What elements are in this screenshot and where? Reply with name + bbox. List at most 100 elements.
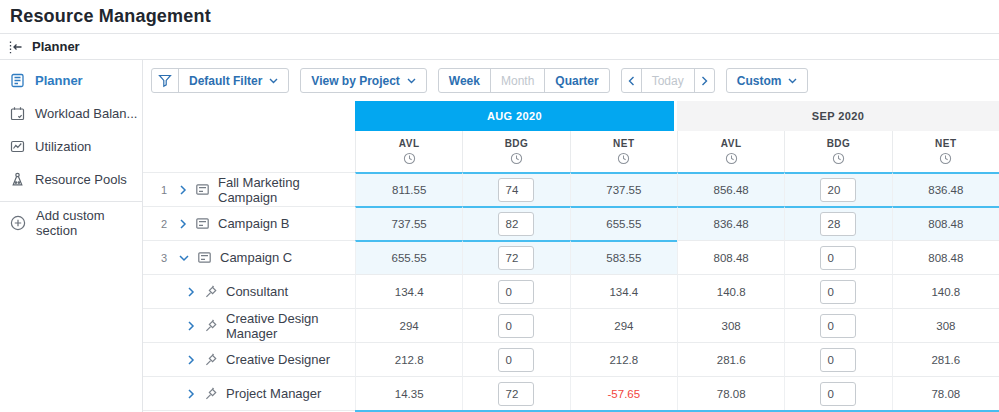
view-by-project-dropdown[interactable]: View by Project: [301, 69, 425, 92]
sidebar-item-planner[interactable]: Planner: [0, 64, 142, 97]
today-button[interactable]: Today: [641, 69, 694, 92]
avl-cell: 78.08: [677, 376, 784, 410]
row-label: Creative Design Manager: [226, 311, 355, 341]
grid-corner-spacer: [143, 101, 355, 131]
bdg-cell: [784, 240, 891, 274]
filter-button[interactable]: [152, 69, 178, 92]
sidebar-item-resource-pools[interactable]: Resource Pools: [0, 163, 142, 196]
bdg-input[interactable]: [820, 280, 856, 304]
bdg-cell: [462, 240, 569, 274]
week-button[interactable]: Week: [439, 69, 490, 92]
bdg-cell: [462, 308, 569, 342]
bdg-input[interactable]: [498, 382, 534, 406]
custom-dropdown[interactable]: Custom: [727, 69, 808, 92]
bdg-cell: [784, 308, 891, 342]
avl-cell: 140.8: [677, 274, 784, 308]
row-label: Consultant: [226, 284, 288, 299]
default-filter-label: Default Filter: [189, 74, 262, 88]
subcolumn-header-net: NET: [892, 131, 999, 172]
subcolumn-header-bdg: BDG: [784, 131, 891, 172]
prev-period-button[interactable]: [622, 69, 641, 92]
clock-icon: [510, 152, 523, 165]
clock-icon: [725, 152, 738, 165]
net-cell: 808.48: [892, 206, 999, 240]
project-icon: [197, 250, 212, 265]
sidebar-item-utilization[interactable]: Utilization: [0, 130, 142, 163]
sidebar: Planner Workload Balan... Utilization: [0, 60, 143, 412]
collapse-panel-icon[interactable]: [9, 40, 24, 54]
bdg-input[interactable]: [498, 280, 534, 304]
chevron-right-icon[interactable]: [187, 389, 195, 399]
toolbar: Default Filter View by Project Week Mont…: [143, 60, 999, 101]
add-custom-section-label: Add custom section: [36, 208, 142, 238]
net-cell: 294: [570, 308, 677, 342]
chevron-right-icon[interactable]: [179, 219, 187, 229]
planner-row-name: Creative Design Manager: [143, 308, 355, 342]
chevron-right-icon[interactable]: [187, 287, 195, 297]
bdg-cell: [784, 274, 891, 308]
net-cell: 836.48: [892, 172, 999, 206]
title-bar: Resource Management: [0, 0, 999, 33]
chevron-down-icon: [407, 78, 416, 84]
bdg-input[interactable]: [820, 314, 856, 338]
avl-cell: 294: [355, 308, 462, 342]
sidebar-item-label: Planner: [35, 73, 83, 88]
custom-group: Custom: [726, 68, 809, 93]
subcolumn-header-avl: AVL: [677, 131, 784, 172]
subcolumn-header-bdg: BDG: [462, 131, 569, 172]
quarter-button[interactable]: Quarter: [544, 69, 608, 92]
sidebar-item-workload-balancer[interactable]: Workload Balan...: [0, 97, 142, 130]
bdg-input[interactable]: [820, 382, 856, 406]
sidebar-item-label: Workload Balan...: [35, 106, 137, 121]
avl-cell: 836.48: [677, 206, 784, 240]
bdg-input[interactable]: [820, 348, 856, 372]
planner-icon: [10, 73, 25, 88]
month-header-sep-2020[interactable]: SEP 2020: [677, 101, 999, 131]
planner-row-name: 1Fall Marketing Campaign: [143, 172, 355, 206]
chevron-down-icon[interactable]: [179, 254, 189, 262]
avl-cell: 281.6: [677, 342, 784, 376]
month-header-aug-2020[interactable]: AUG 2020: [355, 101, 677, 131]
default-filter-dropdown[interactable]: Default Filter: [178, 69, 288, 92]
bdg-input[interactable]: [820, 212, 856, 236]
bdg-input[interactable]: [498, 246, 534, 270]
month-button[interactable]: Month: [490, 69, 544, 92]
add-custom-section-button[interactable]: Add custom section: [0, 206, 142, 239]
net-cell: 655.55: [570, 206, 677, 240]
role-icon: [203, 318, 218, 333]
chevron-right-icon[interactable]: [179, 185, 187, 195]
avl-cell: 856.48: [677, 172, 784, 206]
net-cell: 78.08: [892, 376, 999, 410]
subcolumn-header-net: NET: [570, 131, 677, 172]
bdg-cell: [784, 376, 891, 410]
chevron-right-icon[interactable]: [187, 355, 195, 365]
clock-icon: [403, 152, 416, 165]
role-icon: [203, 284, 218, 299]
avl-cell: 212.8: [355, 342, 462, 376]
bdg-input[interactable]: [498, 178, 534, 202]
subheader-spacer: [143, 131, 355, 172]
bdg-input[interactable]: [820, 246, 856, 270]
bdg-input[interactable]: [498, 348, 534, 372]
planner-row-name: 2Campaign B: [143, 206, 355, 240]
bdg-cell: [784, 342, 891, 376]
bdg-cell: [462, 274, 569, 308]
bdg-input[interactable]: [820, 178, 856, 202]
bdg-input[interactable]: [498, 314, 534, 338]
planner-row-name: Consultant: [143, 274, 355, 308]
bdg-input[interactable]: [498, 212, 534, 236]
sidebar-item-label: Utilization: [35, 139, 91, 154]
chevron-down-icon: [788, 78, 797, 84]
bdg-cell: [462, 172, 569, 206]
avl-cell: 134.4: [355, 274, 462, 308]
sidebar-item-label: Resource Pools: [35, 172, 127, 187]
row-label: Fall Marketing Campaign: [218, 175, 355, 205]
clock-icon: [832, 152, 845, 165]
net-cell: 737.55: [570, 172, 677, 206]
chevron-right-icon[interactable]: [187, 321, 195, 331]
custom-label: Custom: [737, 74, 782, 88]
next-period-button[interactable]: [694, 69, 714, 92]
bdg-cell: [784, 206, 891, 240]
net-cell: 308: [892, 308, 999, 342]
row-label: Project Manager: [226, 386, 321, 401]
